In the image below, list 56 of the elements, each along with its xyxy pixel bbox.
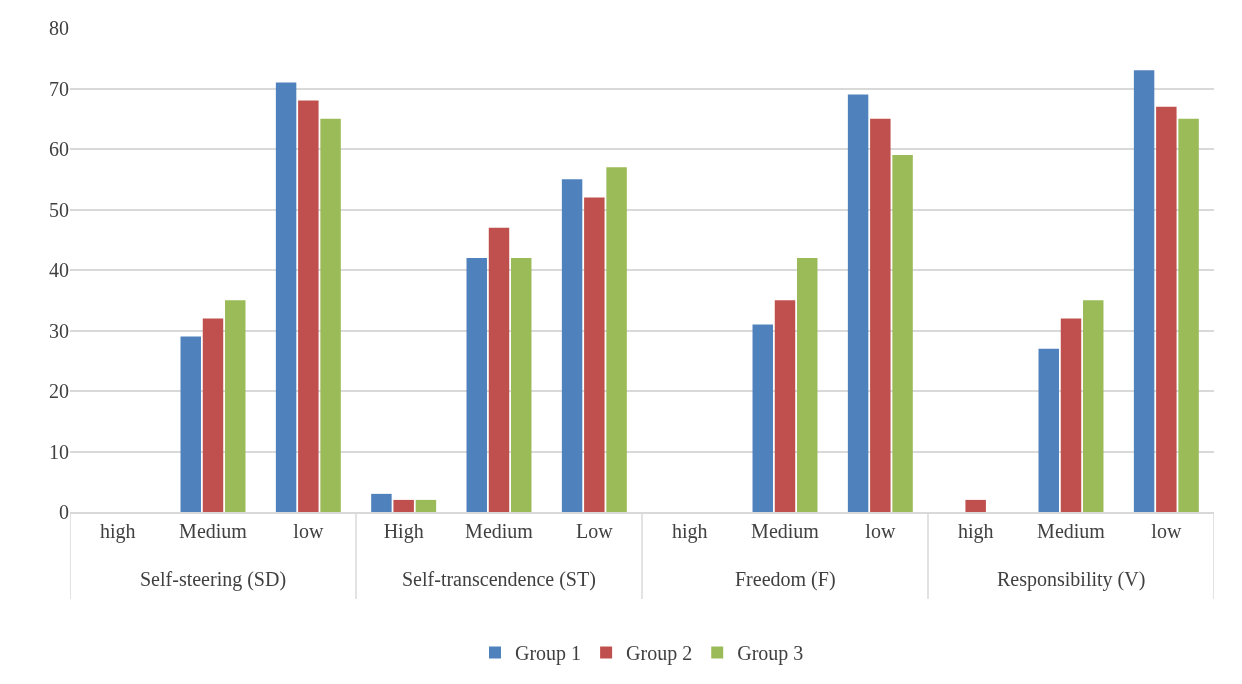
- bar: [371, 493, 392, 512]
- bar: [870, 118, 891, 512]
- bar: [1083, 300, 1104, 512]
- bar: [1038, 348, 1059, 512]
- bar: [797, 257, 818, 512]
- y-tick-label: 80: [49, 17, 69, 39]
- bar: [606, 167, 627, 512]
- bar: [275, 82, 297, 512]
- x-tick-label: High: [383, 519, 424, 543]
- bar: [892, 155, 913, 512]
- legend-label: Group 3: [737, 642, 804, 666]
- x-tick-label: low: [1151, 519, 1182, 542]
- x-tick-label: Medium: [751, 519, 820, 542]
- bar: [774, 300, 796, 512]
- bar: [225, 300, 246, 512]
- x-tick-label: Medium: [1037, 519, 1106, 542]
- bar: [511, 257, 532, 512]
- bar: [202, 318, 224, 512]
- bar: [1060, 318, 1082, 512]
- y-tick-label: 0: [59, 501, 69, 523]
- bar: [752, 324, 773, 512]
- y-tick-label: 10: [49, 440, 69, 463]
- bar: [466, 257, 487, 512]
- bar: [1156, 106, 1177, 512]
- text: Self-transcendence (ST): [402, 568, 596, 591]
- bar: [1178, 118, 1199, 512]
- bar: [965, 499, 986, 512]
- x-tick-label: low: [865, 519, 896, 542]
- bar: [393, 499, 414, 512]
- x-tick-label: Low: [575, 519, 614, 542]
- bar: [298, 100, 319, 512]
- bar: [1133, 70, 1155, 512]
- text: Freedom (F): [735, 568, 836, 591]
- bar: [415, 499, 437, 512]
- y-tick-label: 70: [49, 77, 69, 100]
- x-tick-label: high: [957, 519, 994, 543]
- text: Self-steering (SD): [140, 568, 287, 591]
- bar: [847, 94, 869, 512]
- text: Responsibility (V): [997, 568, 1146, 591]
- bar: [320, 118, 341, 512]
- x-tick-label: Medium: [465, 519, 534, 542]
- y-tick-label: 20: [49, 380, 69, 402]
- x-tick-label: high: [671, 519, 708, 543]
- legend-label: Group 2: [626, 642, 693, 666]
- legend-label: Group 1: [515, 642, 582, 666]
- x-tick-label: Medium: [179, 519, 248, 542]
- bar: [180, 336, 201, 512]
- bar: [488, 227, 510, 512]
- y-tick-label: 60: [49, 138, 69, 160]
- bar: [561, 179, 583, 512]
- y-tick-label: 30: [49, 319, 69, 342]
- y-tick-label: 50: [49, 198, 69, 221]
- y-tick-label: 40: [49, 259, 69, 281]
- x-tick-label: high: [99, 519, 136, 543]
- x-tick-label: low: [293, 519, 324, 542]
- bar: [584, 197, 605, 512]
